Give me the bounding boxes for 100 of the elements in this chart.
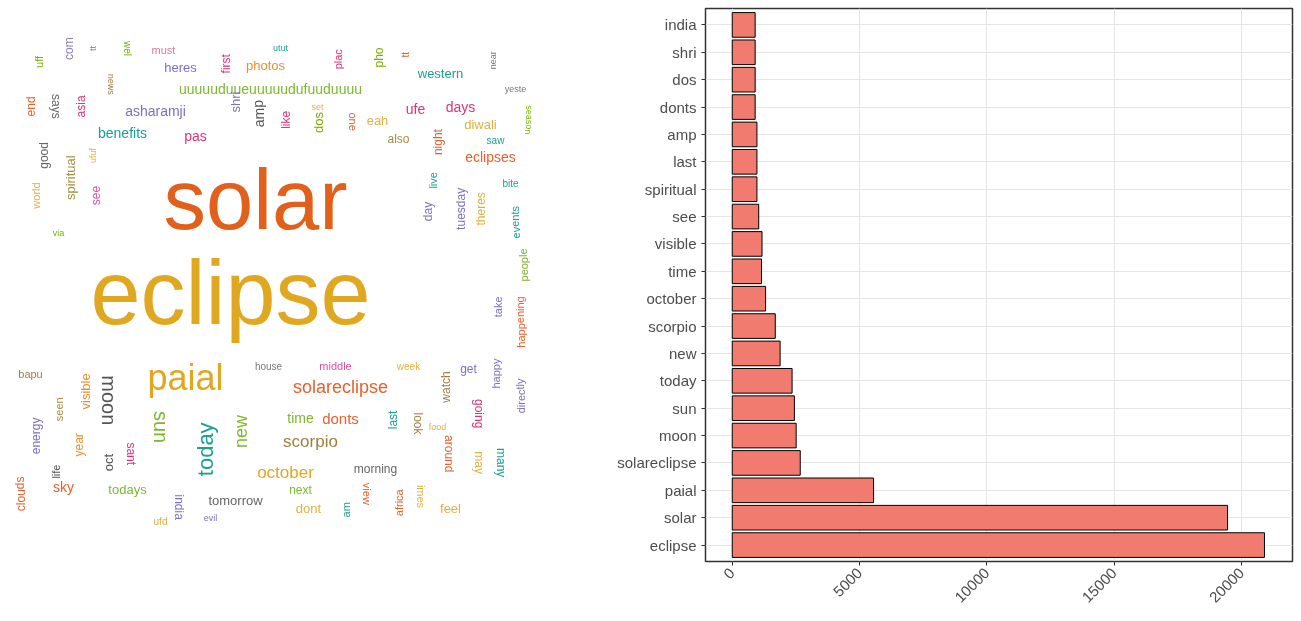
text: scorpio bbox=[283, 431, 338, 451]
text: season bbox=[523, 105, 534, 135]
text: many bbox=[493, 447, 508, 478]
text: time bbox=[287, 410, 314, 427]
text: near bbox=[487, 51, 498, 70]
text: photos bbox=[245, 57, 286, 73]
text: oct bbox=[101, 453, 116, 472]
text: may bbox=[471, 451, 486, 474]
text: get bbox=[460, 362, 478, 377]
text: yeste bbox=[504, 83, 527, 94]
text: amp bbox=[250, 99, 267, 128]
text: solareclipse bbox=[292, 376, 389, 397]
text: october bbox=[257, 462, 315, 482]
y-tick-label: visible bbox=[654, 235, 697, 253]
y-tick-label: see bbox=[672, 208, 697, 226]
text: sky bbox=[53, 478, 74, 495]
text: live bbox=[426, 172, 439, 189]
y-tick-label: spiritual bbox=[644, 180, 697, 198]
text: tt bbox=[87, 45, 98, 52]
text: good bbox=[36, 142, 51, 169]
text: imes bbox=[414, 484, 427, 509]
text: western bbox=[416, 66, 464, 82]
text: spiritual bbox=[63, 155, 78, 201]
y-tick-label: moon bbox=[658, 427, 697, 445]
text: eclipses bbox=[465, 149, 516, 166]
text: today bbox=[193, 422, 218, 477]
text: people bbox=[517, 248, 530, 282]
text: asharamji bbox=[125, 102, 186, 119]
text: saw bbox=[486, 134, 506, 146]
y-tick-label: time bbox=[668, 262, 697, 280]
y-tick-label: last bbox=[673, 153, 698, 171]
text: am bbox=[339, 502, 352, 518]
text: pas bbox=[184, 127, 207, 144]
text: life bbox=[49, 464, 62, 479]
text: bapu bbox=[18, 367, 43, 380]
text: pho bbox=[371, 47, 386, 68]
text: dos bbox=[311, 111, 326, 133]
text: look bbox=[410, 412, 425, 436]
text: view bbox=[360, 482, 373, 505]
text: africa bbox=[392, 488, 405, 517]
text: new bbox=[230, 413, 251, 448]
text: ufe bbox=[405, 101, 426, 118]
text: eah bbox=[366, 113, 389, 129]
x-tick-label: 0 bbox=[719, 564, 738, 583]
text: energy bbox=[28, 417, 43, 455]
text: donts bbox=[322, 409, 359, 427]
y-tick-label: october bbox=[646, 290, 697, 308]
text: tomorrow bbox=[208, 492, 264, 508]
text: morning bbox=[353, 461, 398, 476]
text: plac bbox=[331, 48, 344, 70]
text: uff bbox=[32, 54, 45, 68]
text: com bbox=[61, 37, 76, 60]
text: wel bbox=[122, 40, 133, 57]
text: days bbox=[445, 99, 476, 116]
text: middle bbox=[319, 360, 352, 373]
text: india bbox=[171, 494, 186, 521]
y-tick-label: solareclipse bbox=[617, 454, 697, 472]
text: sant bbox=[123, 442, 138, 466]
text: events bbox=[509, 205, 522, 239]
y-tick-label: donts bbox=[659, 98, 697, 116]
text: end bbox=[23, 96, 38, 117]
text: moon bbox=[97, 375, 120, 426]
text: dont bbox=[295, 500, 322, 516]
text: around bbox=[441, 435, 456, 473]
y-tick-label: scorpio bbox=[648, 317, 697, 335]
y-tick-label: india bbox=[664, 16, 698, 34]
y-tick-label: dos bbox=[672, 71, 697, 89]
text: says bbox=[48, 94, 63, 119]
y-tick-label: new bbox=[668, 344, 697, 362]
text: also bbox=[387, 131, 410, 146]
text: heres bbox=[164, 59, 198, 75]
text: happy bbox=[489, 358, 502, 389]
text: seen bbox=[52, 397, 65, 422]
text: ufd bbox=[153, 515, 168, 527]
text: going bbox=[471, 399, 486, 429]
text: ufuf bbox=[87, 147, 98, 163]
text: week bbox=[395, 360, 422, 372]
text: asia bbox=[73, 95, 88, 118]
text: house bbox=[254, 360, 283, 372]
text: set bbox=[311, 102, 324, 113]
text: tt bbox=[400, 51, 411, 58]
text: first bbox=[218, 53, 233, 74]
text: year bbox=[71, 433, 86, 457]
text: visible bbox=[78, 373, 93, 410]
y-tick-label: sun bbox=[672, 399, 697, 417]
text: paial bbox=[147, 356, 224, 398]
text: see bbox=[88, 185, 103, 206]
text: bite bbox=[502, 177, 519, 189]
text: diwali bbox=[464, 116, 497, 132]
text: night bbox=[430, 128, 445, 156]
text: evil bbox=[203, 512, 218, 523]
text: directly bbox=[514, 377, 527, 414]
text: news bbox=[105, 73, 116, 96]
text: take bbox=[491, 296, 504, 318]
text: feel bbox=[440, 500, 462, 516]
text: one bbox=[346, 112, 359, 131]
text: sun bbox=[149, 410, 172, 444]
y-tick-label: amp bbox=[667, 125, 697, 143]
text: via bbox=[52, 227, 65, 238]
text: theres bbox=[473, 192, 488, 226]
